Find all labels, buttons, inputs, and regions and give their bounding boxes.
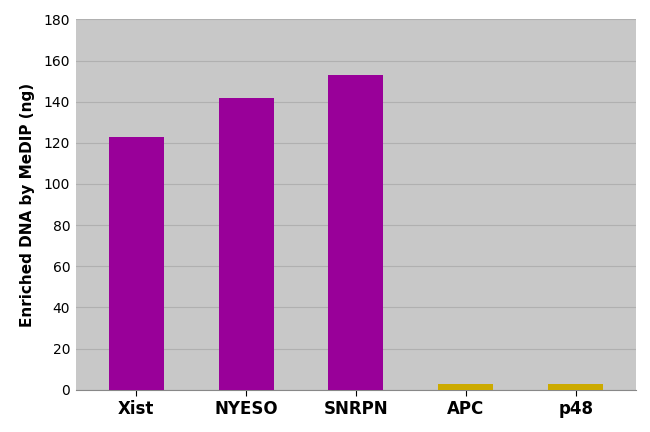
- Bar: [548, 384, 603, 390]
- Y-axis label: Enriched DNA by MeDIP (ng): Enriched DNA by MeDIP (ng): [20, 83, 35, 327]
- Bar: [328, 75, 384, 390]
- Bar: [109, 137, 164, 390]
- Bar: [218, 98, 274, 390]
- Bar: [438, 384, 493, 390]
